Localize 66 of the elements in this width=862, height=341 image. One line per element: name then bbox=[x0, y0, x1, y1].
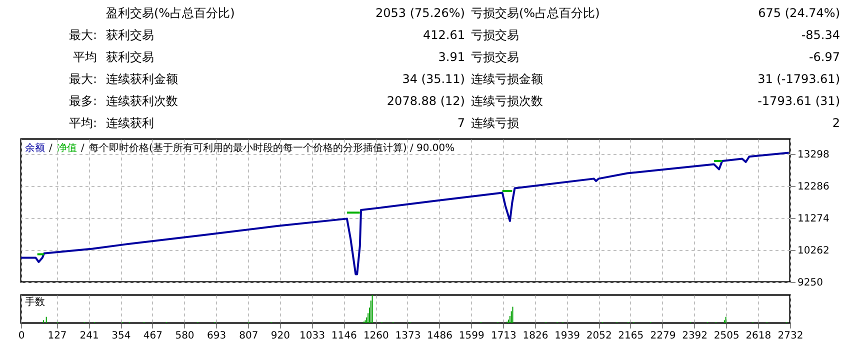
text: 最大: bbox=[68, 72, 97, 86]
x-tick-label: 127 bbox=[48, 330, 67, 341]
text: 675 (24.74%) bbox=[758, 6, 840, 20]
text: 平均 bbox=[73, 50, 97, 64]
line-series bbox=[20, 152, 790, 276]
text: 连续亏损次数 bbox=[471, 94, 543, 108]
x-tick-label: 2165 bbox=[618, 330, 644, 341]
x-tick-label: 241 bbox=[80, 330, 99, 341]
chart-title: 手数 bbox=[25, 296, 45, 308]
text: 获利交易 bbox=[106, 28, 154, 42]
x-tick-label: 2392 bbox=[682, 330, 708, 341]
text: -6.97 bbox=[808, 50, 840, 64]
text: -85.34 bbox=[801, 28, 840, 42]
text: 连续亏损金额 bbox=[471, 72, 543, 86]
annotation: / bbox=[49, 143, 53, 154]
x-tick-label: 1939 bbox=[554, 330, 580, 341]
x-tick-label: 2618 bbox=[746, 330, 772, 341]
x-tick-label: 2279 bbox=[650, 330, 676, 341]
x-tick-label: 1599 bbox=[458, 330, 484, 341]
text: 亏损交易 bbox=[471, 28, 519, 42]
text: 412.61 bbox=[423, 28, 465, 42]
y-tick-label: 13298 bbox=[798, 149, 830, 160]
text: 2078.88 (12) bbox=[386, 94, 465, 108]
text: 连续获利金额 bbox=[106, 72, 178, 86]
text: 2 bbox=[832, 116, 840, 130]
x-tick-label: 2052 bbox=[586, 330, 612, 341]
x-tick-label: 920 bbox=[270, 330, 290, 341]
text: 亏损交易(%占总百分比) bbox=[471, 6, 600, 20]
x-tick-label: 1713 bbox=[490, 330, 516, 341]
y-tick-label: 11274 bbox=[798, 213, 830, 224]
y-tick-label: 12286 bbox=[798, 181, 830, 192]
annotation: / bbox=[81, 143, 85, 154]
x-tick-label: 2732 bbox=[778, 330, 804, 341]
text: 连续获利次数 bbox=[106, 94, 178, 108]
text: 最多: bbox=[68, 94, 97, 108]
text: 净值 bbox=[57, 142, 77, 154]
text: 最大: bbox=[68, 28, 97, 42]
text: 获利交易 bbox=[106, 50, 154, 64]
text: -1793.61 (31) bbox=[758, 94, 840, 108]
text: 7 bbox=[457, 116, 465, 130]
y-tick-label: 9250 bbox=[798, 278, 823, 288]
text: 连续获利 bbox=[106, 116, 154, 130]
x-tick-label: 580 bbox=[175, 330, 194, 341]
x-tick-label: 1373 bbox=[395, 330, 421, 341]
text: 连续亏损 bbox=[471, 116, 519, 130]
text: 亏损交易 bbox=[471, 50, 519, 64]
x-tick-label: 1486 bbox=[427, 330, 453, 341]
text: 盈利交易(%占总百分比) bbox=[106, 6, 235, 20]
x-tick-label: 807 bbox=[239, 330, 258, 341]
text: 平均: bbox=[68, 116, 97, 130]
x-tick-label: 354 bbox=[112, 330, 131, 341]
text: 31 (-1793.61) bbox=[758, 72, 840, 86]
x-tick-label: 467 bbox=[143, 330, 162, 341]
text: 余额 bbox=[25, 142, 45, 154]
text: 3.91 bbox=[438, 50, 465, 64]
x-tick-label: 1826 bbox=[522, 330, 548, 341]
x-tick-label: 1033 bbox=[300, 330, 325, 341]
chart-title: 每个即时价格(基于所有可利用的最小时段的每一个价格的分形插值计算) / 90.00% bbox=[89, 142, 455, 154]
x-tick-label: 1260 bbox=[363, 330, 389, 341]
text: 2053 (75.26%) bbox=[376, 6, 465, 20]
x-tick-label: 0 bbox=[18, 330, 25, 341]
x-tick-label: 693 bbox=[207, 330, 226, 341]
y-tick-label: 10262 bbox=[798, 245, 830, 256]
x-tick-label: 1146 bbox=[331, 330, 357, 341]
text: 34 (35.11) bbox=[402, 72, 465, 86]
x-tick-label: 2505 bbox=[714, 330, 740, 341]
